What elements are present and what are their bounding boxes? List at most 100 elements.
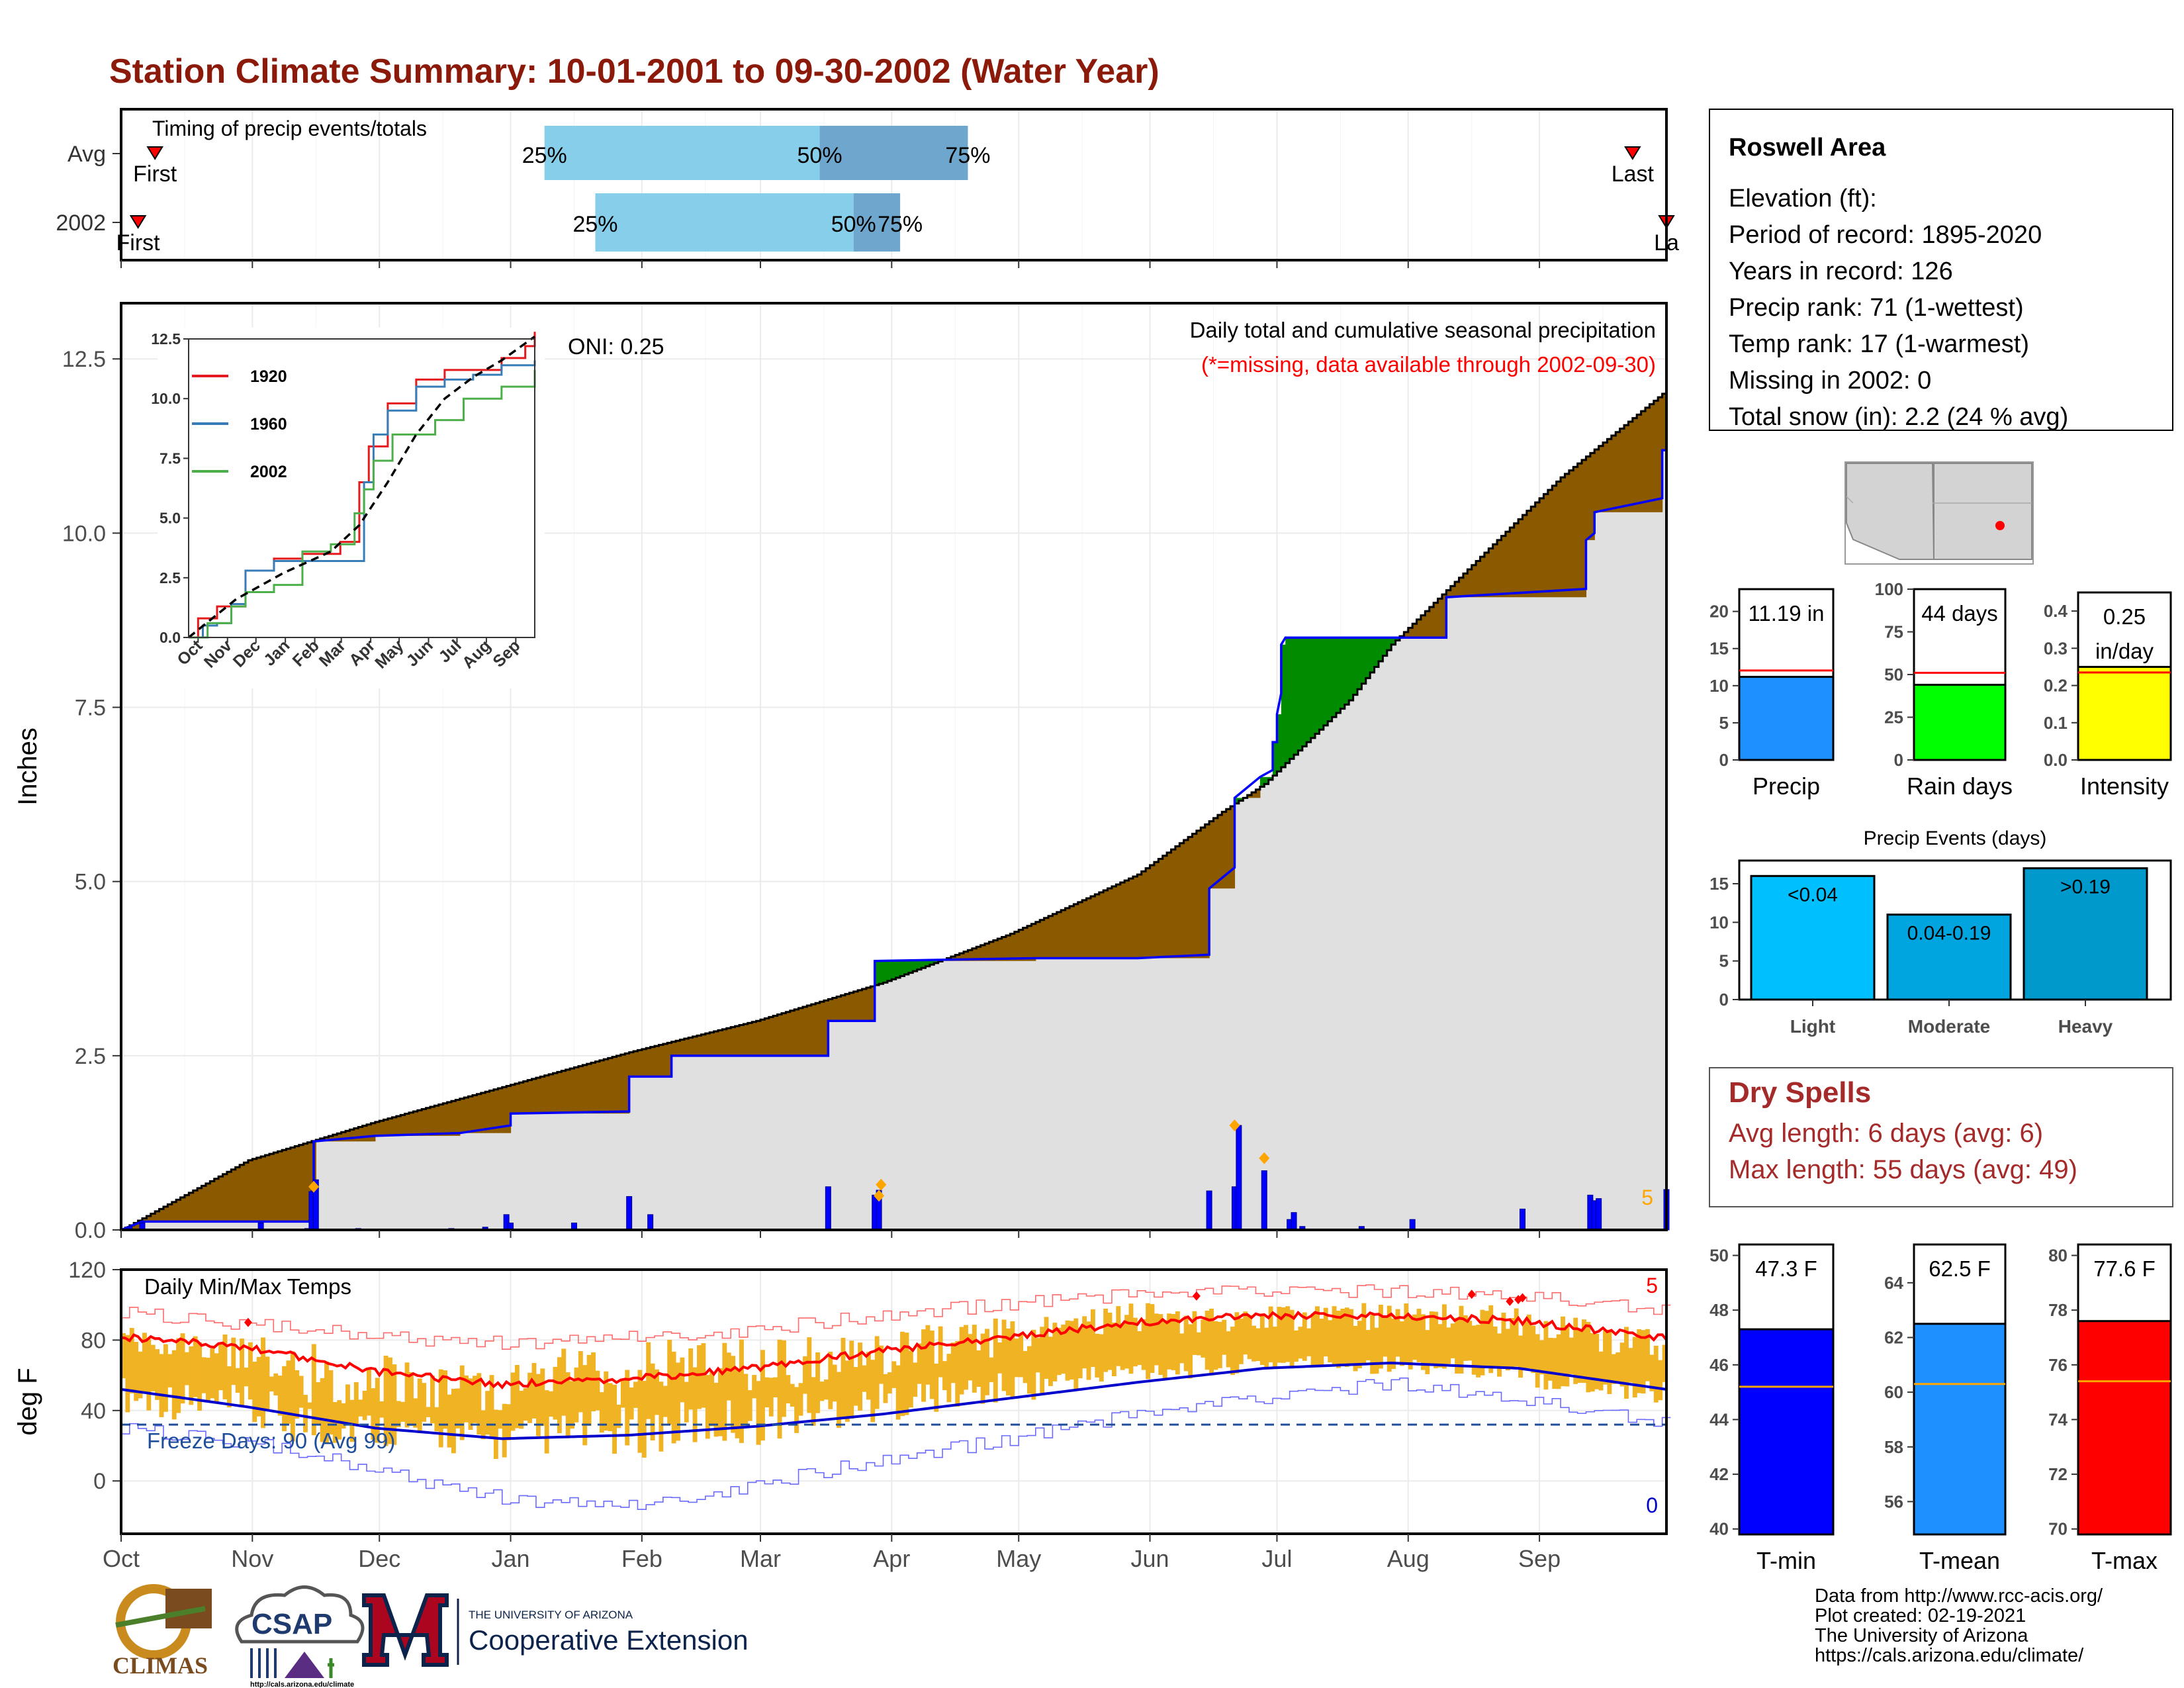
cumulative-diff-fill (282, 1150, 287, 1222)
events-bar-label: >0.19 (2060, 876, 2111, 898)
cumulative-diff-fill (1577, 463, 1582, 598)
daily-temp-bar (388, 1357, 392, 1444)
daily-temp-bar (150, 1344, 156, 1391)
daily-temp-bar (768, 1378, 774, 1417)
month-label: Oct (103, 1545, 140, 1572)
daily-temp-bar (1048, 1336, 1053, 1386)
daily-temp-bar (1408, 1316, 1413, 1370)
daily-temp-bar (574, 1367, 579, 1423)
daily-temp-bar (1116, 1306, 1121, 1366)
daily-temp-bar (1514, 1308, 1519, 1367)
tmax-chart: 70 72 74 76 78 80 77.6 F T-max (2048, 1243, 2172, 1574)
daily-temp-bar (1315, 1306, 1320, 1367)
record-high-marker (1192, 1291, 1201, 1301)
raindays-ytick-label: 0 (1894, 750, 1903, 770)
cumulative-diff-fill (828, 999, 833, 1021)
daily-temp-bar (1455, 1317, 1460, 1374)
daily-temp-bar (1531, 1325, 1536, 1374)
cumulative-diff-fill (781, 1013, 786, 1056)
cumulative-diff-fill (1086, 898, 1091, 959)
temps-ytick-label: 40 (81, 1399, 106, 1424)
daily-temp-bar (265, 1356, 270, 1411)
daily-temp-bar (756, 1381, 761, 1445)
daily-temp-bar (146, 1338, 152, 1411)
daily-temp-bar (1611, 1354, 1616, 1384)
daily-temp-bar (1213, 1321, 1218, 1370)
cumulative-ytick-label: 0.0 (75, 1218, 106, 1243)
map-neighbors (1846, 496, 2032, 504)
daily-temp-bar (1332, 1306, 1337, 1366)
daily-temp-bar (1365, 1330, 1371, 1360)
daily-temp-bar (464, 1375, 469, 1423)
events-bar (2023, 867, 2148, 1001)
cumulative-subtitle: (*=missing, data available through 2002-… (1201, 352, 1656, 377)
cumulative-diff-fill (837, 996, 842, 1021)
cumulative-diff-fill (447, 1102, 452, 1136)
cumulative-diff-fill (531, 1078, 537, 1114)
daily-temp-bar (1306, 1328, 1312, 1356)
daily-temp-bar (591, 1352, 596, 1411)
daily-temp-bar (337, 1400, 342, 1440)
cumulative-diff-fill (1196, 830, 1201, 959)
cumulative-diff-fill (1437, 598, 1443, 638)
daily-temp-bar (1383, 1317, 1388, 1357)
cumulative-diff-fill (1628, 421, 1633, 512)
daily-temp-bar (1450, 1323, 1455, 1358)
month-label: Dec (358, 1545, 400, 1572)
cumulative-corner-count: 5 (1641, 1186, 1653, 1209)
cumulative-diff-fill (210, 1181, 215, 1222)
cumulative-diff-fill (709, 1032, 715, 1056)
daily-temp-bar (1357, 1321, 1362, 1368)
rain-days-chart: 0 25 50 75 100 44 days Rain days (1875, 579, 2013, 800)
cumulative-diff-fill (1547, 490, 1553, 598)
daily-temp-bar (1370, 1315, 1375, 1374)
daily-temp-bar (913, 1362, 918, 1397)
locator-map (1844, 461, 2034, 565)
cumulative-diff-fill (1259, 776, 1265, 787)
daily-temp-bar (1226, 1331, 1231, 1368)
csap-logo: CSAP http://cals.arizona.edu/climate (235, 1585, 365, 1688)
daily-temp-bar (307, 1402, 312, 1409)
daily-temp-bar (1628, 1348, 1633, 1383)
cumulative-diff-fill (1319, 637, 1324, 730)
cumulative-diff-fill (1273, 742, 1278, 776)
daily-temp-bar (400, 1401, 406, 1422)
daily-temp-bar (535, 1374, 541, 1436)
cumulative-diff-fill (1247, 795, 1252, 798)
footer-line: Plot created: 02-19-2021 (1815, 1605, 2026, 1626)
cumulative-diff-fill (1383, 637, 1388, 656)
timing-p75-label: 75% (945, 143, 990, 168)
cumulative-diff-fill (430, 1107, 435, 1136)
month-label: Jul (1261, 1545, 1292, 1572)
cumulative-diff-fill (578, 1066, 583, 1114)
daily-temp-bar (1603, 1331, 1608, 1385)
daily-temp-bar (426, 1407, 431, 1417)
daily-temp-bar (1137, 1331, 1142, 1366)
daily-temp-bar (527, 1372, 533, 1423)
daily-temp-bar (904, 1333, 909, 1415)
cumulative-diff-fill (256, 1157, 261, 1222)
daily-temp-bar (1497, 1333, 1502, 1377)
daily-temp-bar (311, 1344, 316, 1436)
daily-temp-bar (1488, 1305, 1494, 1374)
cumulative-diff-fill (1065, 908, 1070, 959)
cumulative-diff-fill (1090, 896, 1095, 959)
timing-first-marker (129, 215, 147, 229)
cumulative-diff-fill (1146, 868, 1151, 959)
daily-temp-bar (557, 1357, 562, 1434)
cumulative-diff-fill (1264, 776, 1269, 784)
cumulative-diff-fill (764, 1018, 770, 1056)
cumulative-diff-fill (565, 1069, 570, 1114)
daily-temp-bar (676, 1362, 680, 1441)
daily-temp-bar (1234, 1312, 1240, 1374)
dry-spells-box: Dry Spells Avg length: 6 days (avg: 6) M… (1709, 1067, 2173, 1207)
cumulative-diff-fill (722, 1029, 727, 1056)
cumulative-diff-fill (443, 1103, 448, 1136)
daily-temp-bar (616, 1404, 621, 1429)
intensity-value-label: 0.25 (2103, 604, 2146, 629)
daily-temp-bar (646, 1342, 651, 1419)
daily-temp-bar (993, 1318, 998, 1403)
daily-temp-bar (1056, 1327, 1062, 1376)
month-label: Jan (492, 1545, 530, 1572)
